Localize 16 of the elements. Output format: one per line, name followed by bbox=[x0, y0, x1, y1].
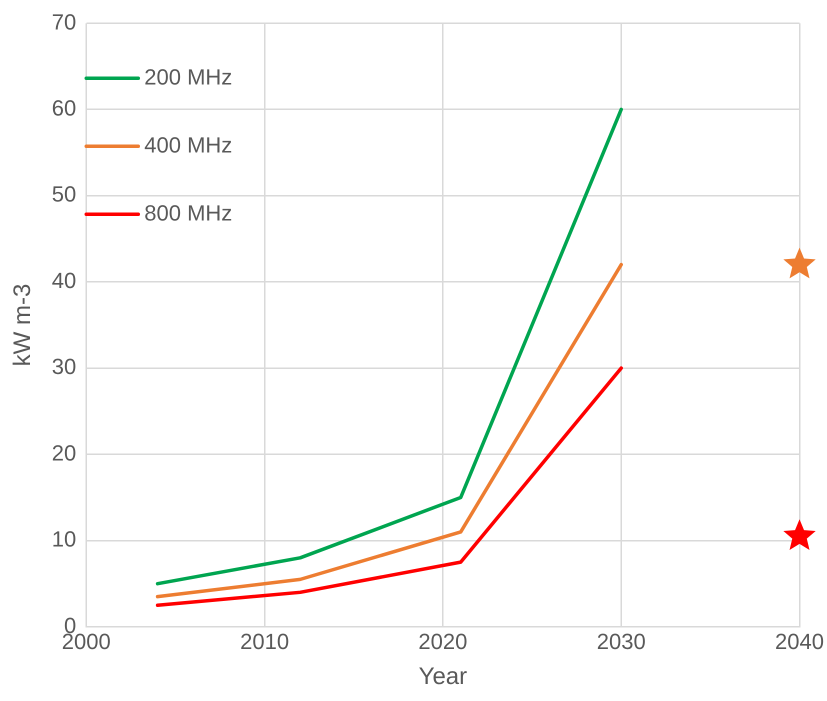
y-tick-label: 30 bbox=[52, 354, 76, 380]
y-tick-label: 70 bbox=[52, 9, 76, 34]
y-tick-label: 60 bbox=[52, 95, 76, 120]
y-tick-label: 20 bbox=[52, 440, 76, 466]
x-tick-label: 2040 bbox=[775, 629, 824, 654]
y-tick-label: 10 bbox=[52, 526, 76, 552]
legend-label: 400 MHz bbox=[144, 132, 232, 158]
y-tick-label: 40 bbox=[52, 268, 76, 293]
x-tick-label: 2030 bbox=[596, 629, 646, 654]
x-tick-label: 2020 bbox=[418, 629, 468, 654]
y-tick-label: 50 bbox=[52, 182, 76, 207]
x-axis-title: Year bbox=[418, 663, 468, 690]
legend-label: 800 MHz bbox=[144, 200, 232, 226]
x-tick-label: 2010 bbox=[240, 629, 290, 654]
legend-label: 200 MHz bbox=[144, 64, 232, 90]
y-axis-title: kW m-3 bbox=[9, 284, 36, 366]
